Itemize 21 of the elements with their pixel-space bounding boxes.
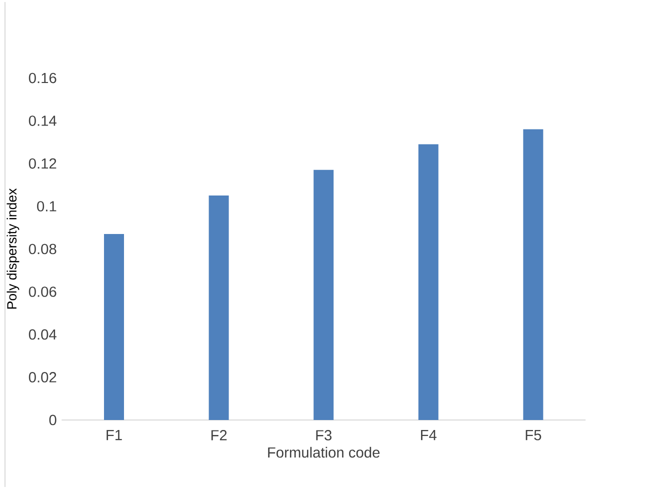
x-tick-label: F1	[106, 430, 122, 440]
bar	[418, 144, 438, 420]
y-tick-label: 0.1	[37, 201, 56, 212]
y-tick-label: 0.02	[28, 372, 56, 382]
bar	[523, 129, 544, 420]
y-tick-label: 0.16	[28, 72, 56, 84]
x-tick-label: F2	[211, 430, 227, 440]
y-tick-label: 0.12	[28, 158, 56, 169]
x-tick-label: F3	[316, 430, 332, 440]
y-axis-title: Poly dispersity index	[6, 188, 20, 309]
bar	[104, 234, 124, 420]
y-tick-label: 0.06	[28, 286, 56, 297]
y-tick-label: 0.14	[28, 116, 56, 126]
bar	[208, 196, 229, 420]
y-tick-label: 0.08	[28, 244, 56, 254]
x-tick-label: F5	[526, 430, 542, 440]
y-tick-label: 0	[49, 414, 56, 426]
x-axis-title: Formulation code	[268, 446, 380, 458]
x-tick-label: F4	[421, 430, 437, 440]
bar	[314, 170, 334, 420]
y-tick-label: 0.04	[28, 329, 56, 340]
